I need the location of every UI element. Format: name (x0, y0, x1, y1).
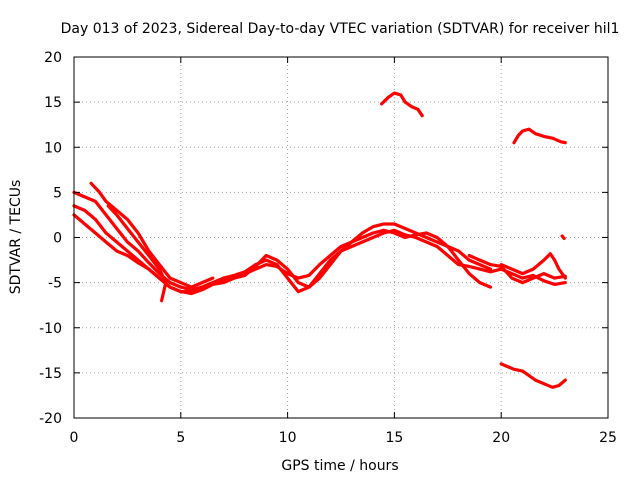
y-tick-label: -15 (39, 366, 62, 382)
x-tick-label: 0 (70, 430, 79, 446)
series-track-8 (499, 362, 567, 389)
x-tick-label: 20 (492, 430, 510, 446)
y-tick-label: -5 (48, 276, 62, 292)
x-axis-label: GPS time / hours (281, 458, 398, 474)
y-tick-label: -20 (39, 411, 62, 427)
x-tick-label: 5 (176, 430, 185, 446)
x-tick-label: 10 (279, 430, 297, 446)
series-track-7 (512, 127, 567, 145)
series-track-12 (560, 234, 566, 240)
data-series (72, 91, 567, 389)
y-axis-label: SDTVAR / TECUs (8, 180, 24, 295)
series-track-10 (478, 267, 567, 286)
y-tick-label: 10 (44, 140, 62, 156)
y-tick-label: 15 (44, 95, 62, 111)
y-tick-label: 0 (53, 231, 62, 247)
y-tick-label: -10 (39, 321, 62, 337)
series-track-5 (106, 204, 168, 303)
chart-title: Day 013 of 2023, Sidereal Day-to-day VTE… (61, 21, 620, 37)
y-tick-label: 20 (44, 50, 62, 66)
series-track-6 (380, 91, 424, 118)
x-tick-label: 15 (385, 430, 403, 446)
series-track-11 (467, 253, 567, 285)
grid-lines (74, 57, 608, 418)
series-track-3 (72, 213, 482, 294)
y-tick-label: 5 (53, 185, 62, 201)
x-tick-label: 25 (599, 430, 617, 446)
series-track-4 (89, 181, 215, 289)
axis-ticks: 0 5 10 15 20 25 -20 -15 -10 -5 0 5 10 15 20 (39, 50, 617, 446)
series-track-9 (499, 252, 567, 280)
